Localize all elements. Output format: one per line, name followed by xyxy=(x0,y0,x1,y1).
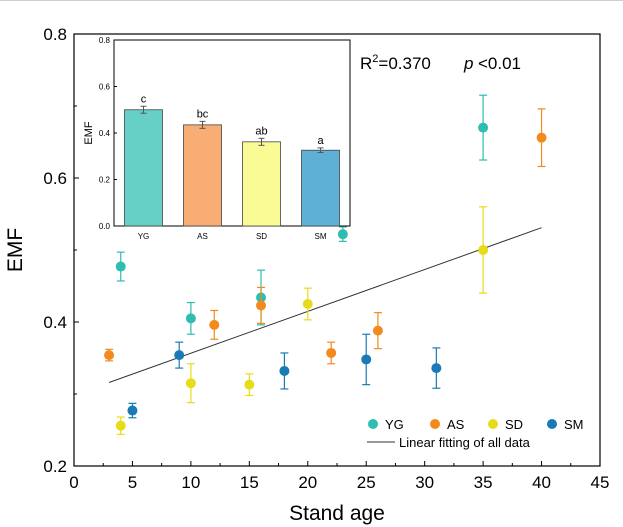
data-point-sd xyxy=(478,245,489,255)
inset-category-label: AS xyxy=(197,232,208,241)
legend-marker-as xyxy=(430,419,440,429)
data-point-as xyxy=(536,132,547,143)
x-tick-label: 20 xyxy=(298,473,317,492)
inset-bars: c YG bc AS ab SD a SM xyxy=(124,93,340,241)
legend-label-as: AS xyxy=(447,417,465,432)
data-point-as xyxy=(256,300,267,311)
x-tick-label: 15 xyxy=(240,473,259,492)
y-tick-label: 0.4 xyxy=(43,313,67,332)
data-point-as xyxy=(372,325,383,336)
inset-category-label: SD xyxy=(256,232,267,241)
data-point-yg xyxy=(115,261,126,272)
legend-label-fit: Linear fitting of all data xyxy=(399,435,531,450)
x-tick-label: 5 xyxy=(128,473,137,492)
inset-y-tick-label: 0.4 xyxy=(99,129,111,138)
inset-significance-letter: bc xyxy=(197,108,209,120)
y-tick-label: 0.6 xyxy=(43,169,67,188)
data-point-as xyxy=(326,347,337,358)
x-tick-label: 40 xyxy=(532,473,551,492)
inset-y-tick-label: 0.8 xyxy=(99,36,111,45)
x-tick-label: 10 xyxy=(181,473,200,492)
legend-label-sm: SM xyxy=(564,417,584,432)
legend: YG AS SD SM Linear fitting of all data xyxy=(367,417,584,450)
x-tick-label: 45 xyxy=(591,473,610,492)
inset-y-tick-label: 0.2 xyxy=(99,176,111,185)
x-tick-label: 35 xyxy=(474,473,493,492)
data-point-sm xyxy=(127,405,138,416)
inset-y-tick-label: 0.0 xyxy=(99,222,111,231)
inset-y-ticks: 0.0 0.2 0.4 0.6 0.8 xyxy=(99,36,117,231)
y-axis-title: EMF xyxy=(4,228,27,272)
data-point-sm xyxy=(361,354,372,365)
legend-label-sd: SD xyxy=(505,417,523,432)
r-squared-label: R2=0.370 xyxy=(360,53,431,73)
x-tick-label: 0 xyxy=(69,473,78,492)
inset-significance-letter: c xyxy=(141,93,147,105)
data-point-sd xyxy=(115,420,126,431)
inset-y-axis-title: EMF xyxy=(83,121,95,145)
y-tick-label: 0.2 xyxy=(43,457,67,476)
x-axis-title: Stand age xyxy=(289,502,385,525)
data-point-sm xyxy=(174,350,185,361)
y-tick-label: 0.8 xyxy=(43,25,67,44)
legend-marker-sd xyxy=(488,419,498,429)
inset-y-tick-label: 0.6 xyxy=(99,83,111,92)
data-point-sm xyxy=(431,363,442,374)
data-point-sd xyxy=(244,379,255,390)
legend-marker-sm xyxy=(547,419,557,429)
legend-label-yg: YG xyxy=(385,417,404,432)
data-point-sm xyxy=(279,365,290,376)
x-tick-label: 30 xyxy=(415,473,434,492)
data-point-yg xyxy=(185,313,196,324)
top-divider-line xyxy=(0,0,623,1)
x-axis-ticks: 0 5 10 15 20 25 30 35 40 45 xyxy=(69,461,609,492)
scatter-series xyxy=(104,94,547,435)
inset-category-label: YG xyxy=(138,232,150,241)
data-point-as xyxy=(104,350,115,361)
p-value-label: <0.01 xyxy=(478,54,521,73)
inset-bar-sm xyxy=(301,149,340,227)
x-tick-label: 25 xyxy=(357,473,376,492)
inset-bar-sd xyxy=(242,141,281,227)
data-point-yg xyxy=(337,229,348,240)
data-point-yg xyxy=(478,122,489,133)
y-axis-ticks: 0.2 0.4 0.6 0.8 xyxy=(43,25,79,476)
data-point-sd xyxy=(302,299,313,309)
legend-marker-yg xyxy=(368,419,378,429)
inset-significance-letter: a xyxy=(317,135,324,147)
linear-fit-line xyxy=(108,227,542,383)
inset-bar-yg xyxy=(124,109,163,227)
inset-bar-as xyxy=(183,124,222,227)
inset-bar-chart: 0.0 0.2 0.4 0.6 0.8 c YG bc AS ab SD a SM EMF xyxy=(83,36,351,241)
inset-significance-letter: ab xyxy=(255,125,267,137)
data-point-sd xyxy=(185,378,196,389)
data-point-as xyxy=(209,319,220,330)
p-label: p xyxy=(463,54,473,73)
inset-category-label: SM xyxy=(315,232,327,241)
